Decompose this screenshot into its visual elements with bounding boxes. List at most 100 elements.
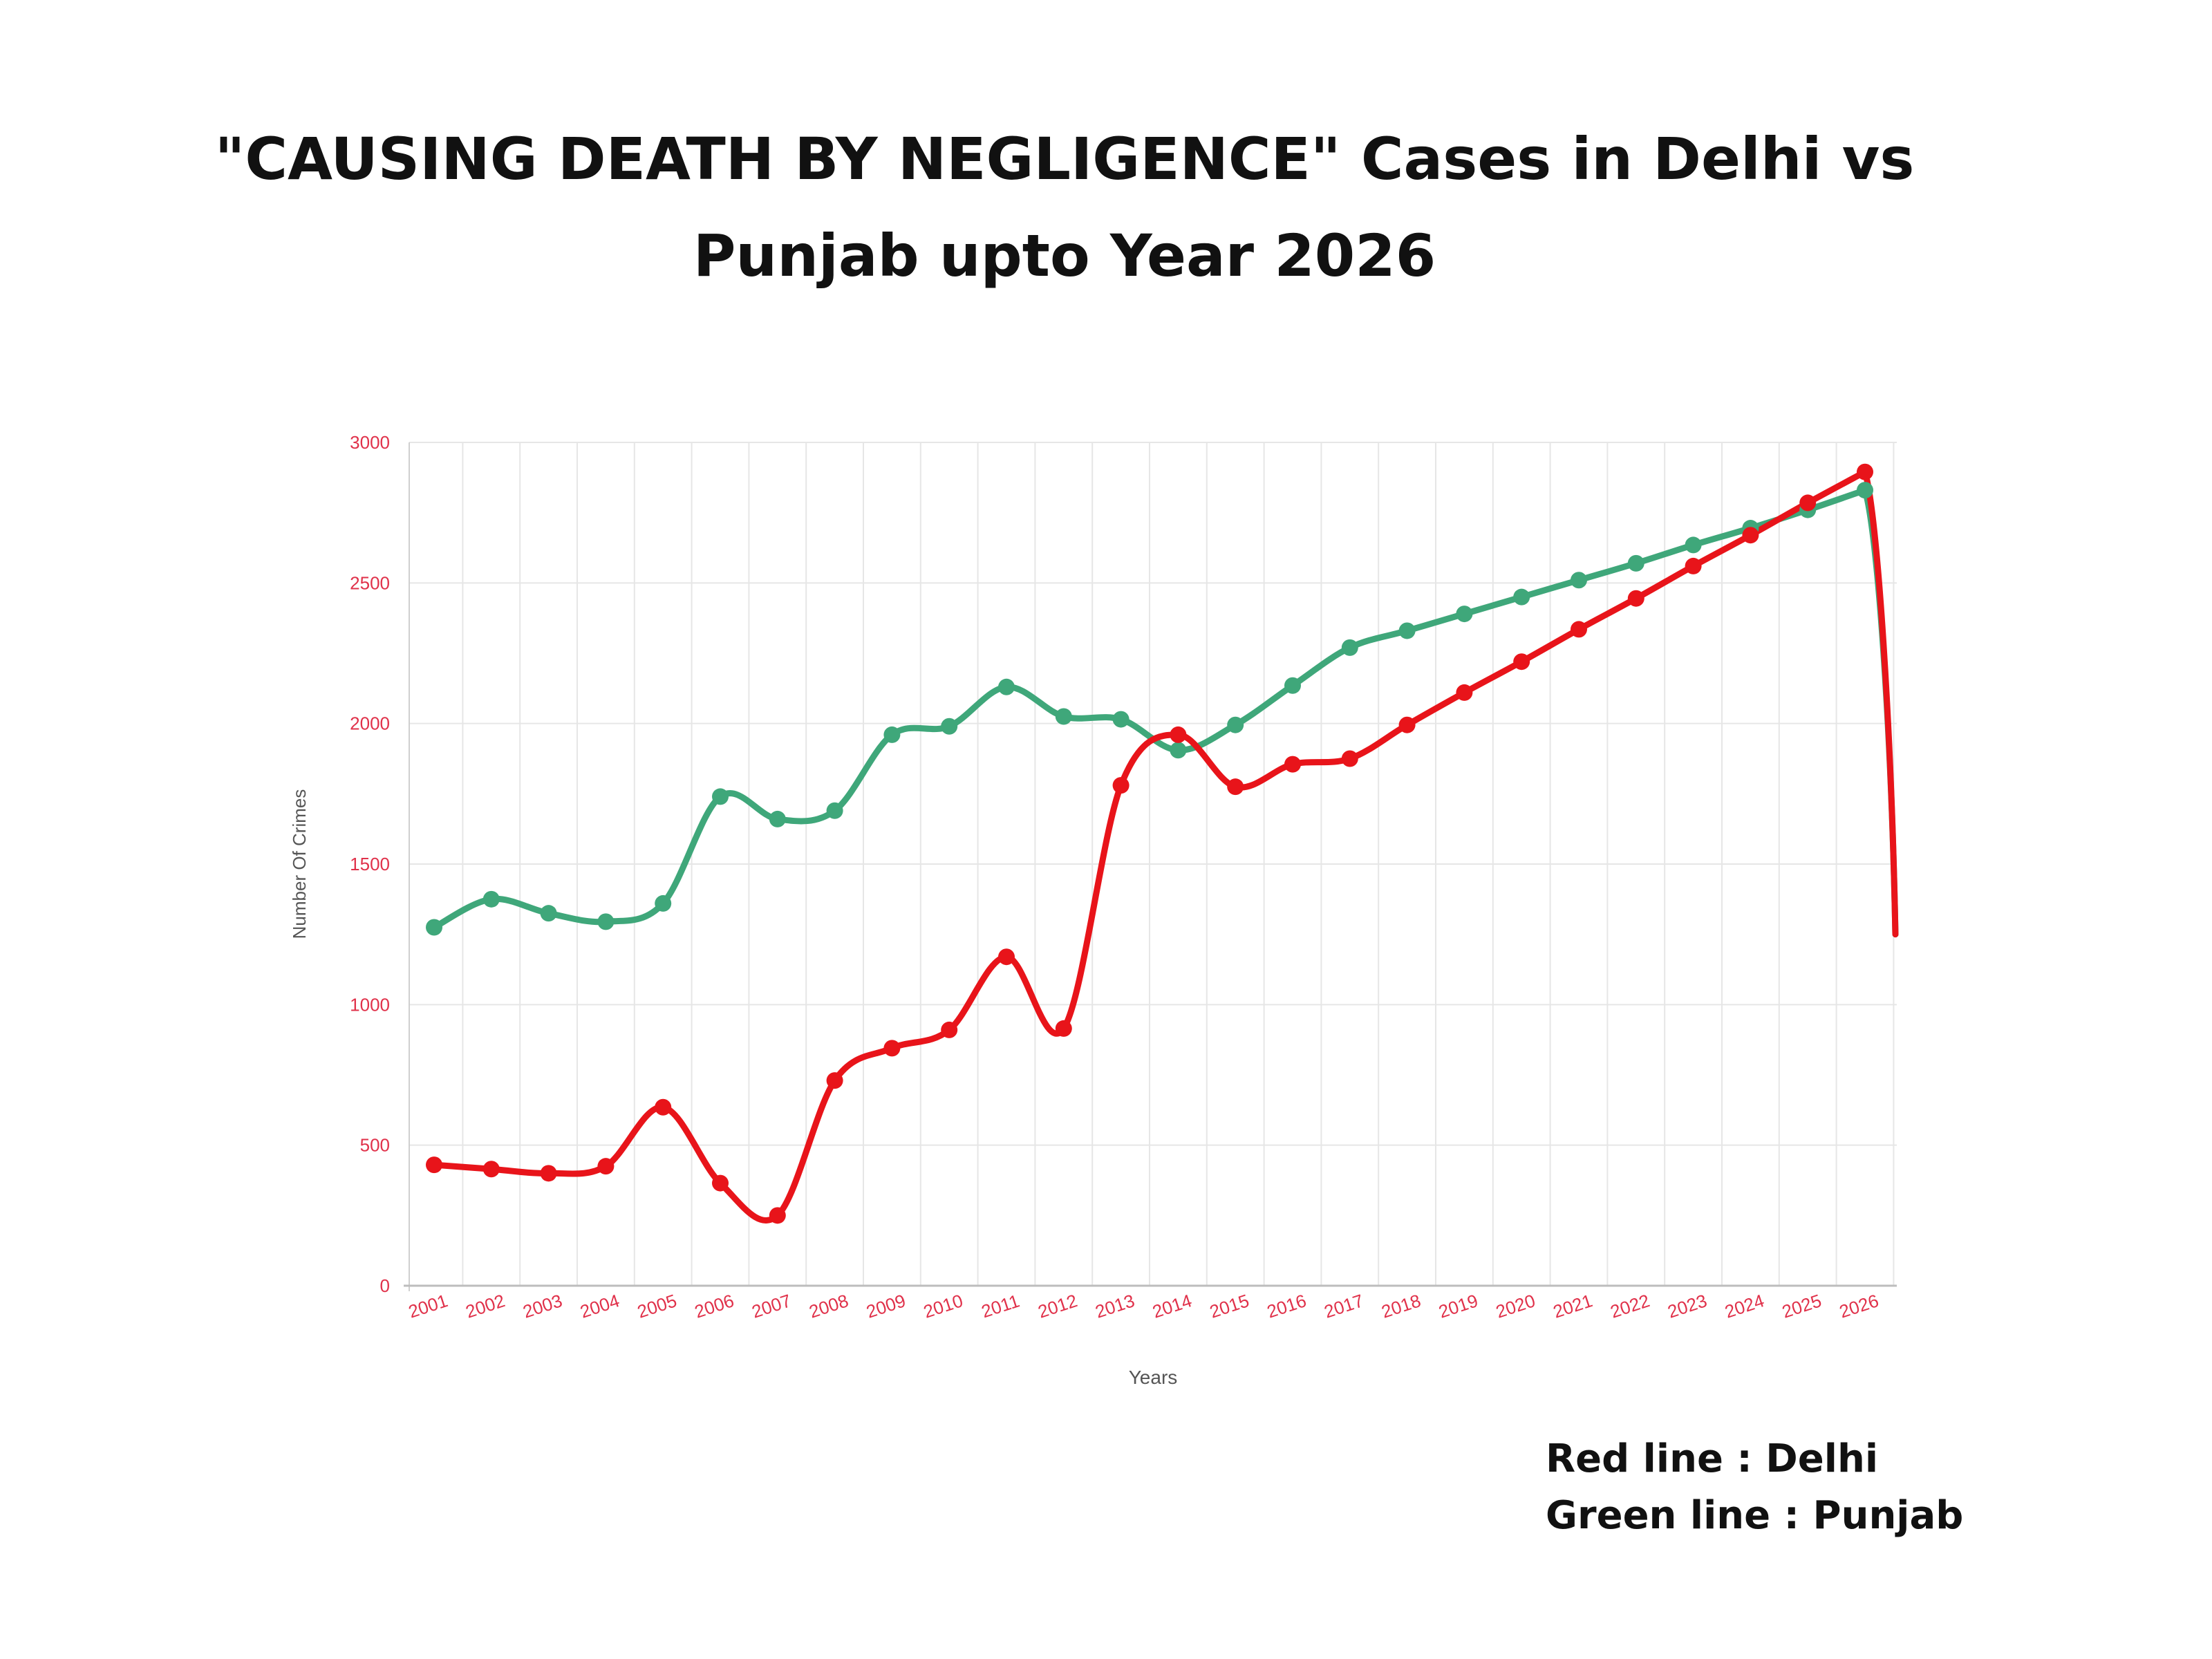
delhi-data-point <box>1398 716 1416 733</box>
punjab-data-point <box>712 788 729 805</box>
y-tick-label: 500 <box>360 1135 390 1156</box>
x-tick-label: 2007 <box>749 1290 794 1322</box>
delhi-data-point <box>540 1165 557 1182</box>
series-points <box>426 463 1873 1224</box>
x-tick-label: 2014 <box>1150 1290 1194 1322</box>
x-tick-label: 2025 <box>1779 1290 1824 1322</box>
delhi-data-point <box>597 1158 615 1175</box>
x-tick-label: 2010 <box>921 1290 965 1322</box>
delhi-series-line <box>431 469 1899 1224</box>
punjab-data-point <box>1055 708 1072 725</box>
x-tick-label: 2012 <box>1035 1290 1080 1322</box>
punjab-data-point <box>1284 677 1301 694</box>
punjab-data-point <box>1685 536 1702 554</box>
chart-title-line-1: "CAUSING DEATH BY NEGLIGENCE" Cases in D… <box>214 125 1915 193</box>
delhi-data-point <box>426 1156 442 1174</box>
punjab-note: Green line : Punjab <box>1546 1493 1964 1538</box>
punjab-data-point <box>941 718 958 735</box>
delhi-data-point <box>883 1040 901 1057</box>
punjab-data-point <box>482 890 500 908</box>
delhi-data-point <box>1227 778 1244 796</box>
x-tick-label: 2022 <box>1608 1290 1652 1322</box>
delhi-data-point <box>1685 557 1702 574</box>
x-tick-label: 2023 <box>1665 1290 1709 1322</box>
delhi-note: Red line : Delhi <box>1546 1436 1879 1481</box>
y-tick-label: 3000 <box>350 432 390 453</box>
punjab-data-point <box>998 678 1015 695</box>
x-tick-label: 2024 <box>1722 1290 1766 1322</box>
punjab-data-point <box>1227 716 1244 733</box>
punjab-data-point <box>1341 639 1358 656</box>
x-tick-label: 2015 <box>1207 1290 1251 1322</box>
chart-axes <box>404 442 1897 1291</box>
x-tick-label: 2016 <box>1264 1290 1309 1322</box>
punjab-data-point <box>426 919 442 936</box>
x-tick-label: 2018 <box>1379 1290 1423 1322</box>
x-tick-label: 2001 <box>406 1290 450 1322</box>
delhi-data-point <box>826 1072 843 1089</box>
punjab-data-point <box>1627 554 1644 572</box>
x-tick-label: 2003 <box>521 1290 565 1322</box>
series-lines <box>431 469 1899 1224</box>
delhi-data-point <box>1571 621 1587 638</box>
punjab-data-point <box>769 810 786 827</box>
delhi-data-point <box>1513 653 1530 671</box>
y-tick-label: 1000 <box>350 994 390 1015</box>
x-tick-label: 2006 <box>692 1290 736 1322</box>
x-tick-label: 2005 <box>635 1290 679 1322</box>
x-tick-label: 2002 <box>463 1290 507 1322</box>
y-axis-label: Number Of Crimes <box>289 789 310 939</box>
x-tick-label: 2026 <box>1837 1290 1881 1322</box>
x-tick-label: 2004 <box>577 1290 621 1322</box>
x-axis-ticks: 2001 2002 2003 2004 2005 2006 2007 2008 2009 2010… <box>406 1290 1881 1322</box>
punjab-data-point <box>1398 622 1416 639</box>
chart-title-line-2: Punjab upto Year 2026 <box>693 222 1436 290</box>
punjab-series-line <box>431 487 1899 938</box>
x-axis-label: Years <box>1129 1367 1178 1388</box>
delhi-data-point <box>712 1174 729 1192</box>
delhi-data-point <box>1284 756 1301 773</box>
delhi-data-point <box>1112 777 1130 794</box>
x-tick-label: 2020 <box>1493 1290 1537 1322</box>
x-tick-label: 2008 <box>807 1290 851 1322</box>
punjab-data-point <box>1170 742 1187 759</box>
delhi-data-point <box>1742 527 1759 544</box>
delhi-data-point <box>941 1021 958 1038</box>
punjab-data-point <box>883 726 901 743</box>
chart-grid <box>409 442 1897 1286</box>
delhi-data-point <box>482 1161 500 1178</box>
delhi-data-point <box>1456 684 1473 701</box>
x-tick-label: 2011 <box>979 1291 1022 1322</box>
punjab-data-point <box>1513 588 1530 606</box>
delhi-data-point <box>1857 463 1873 480</box>
punjab-data-point <box>1456 606 1473 623</box>
chart-title: "CAUSING DEATH BY NEGLIGENCE" Cases in D… <box>124 111 2005 304</box>
y-tick-label: 0 <box>380 1275 390 1296</box>
punjab-data-point <box>826 802 843 819</box>
delhi-data-point <box>998 948 1015 966</box>
x-tick-label: 2019 <box>1436 1290 1480 1322</box>
x-tick-label: 2009 <box>863 1290 908 1322</box>
delhi-data-point <box>769 1207 786 1224</box>
y-tick-label: 1500 <box>350 854 390 874</box>
x-tick-label: 2013 <box>1093 1290 1137 1322</box>
delhi-data-point <box>1627 590 1644 607</box>
delhi-data-point <box>1799 494 1817 512</box>
punjab-data-point <box>597 913 615 930</box>
punjab-data-point <box>1571 572 1587 589</box>
y-tick-label: 2000 <box>350 713 390 734</box>
x-tick-label: 2021 <box>1550 1290 1595 1322</box>
y-axis-ticks: 0 500 1000 1500 2000 2500 3000 <box>350 432 390 1296</box>
punjab-data-point <box>1112 711 1130 728</box>
y-tick-label: 2500 <box>350 572 390 593</box>
series-notes: Red line : Delhi Green line : Punjab <box>1546 1431 1963 1544</box>
delhi-data-point <box>1341 750 1358 767</box>
punjab-data-point <box>540 905 557 922</box>
delhi-data-point <box>1170 726 1187 743</box>
punjab-data-point <box>1857 482 1873 499</box>
x-tick-label: 2017 <box>1322 1290 1366 1322</box>
delhi-data-point <box>1055 1020 1072 1037</box>
delhi-data-point <box>655 1098 672 1116</box>
punjab-data-point <box>655 894 672 912</box>
